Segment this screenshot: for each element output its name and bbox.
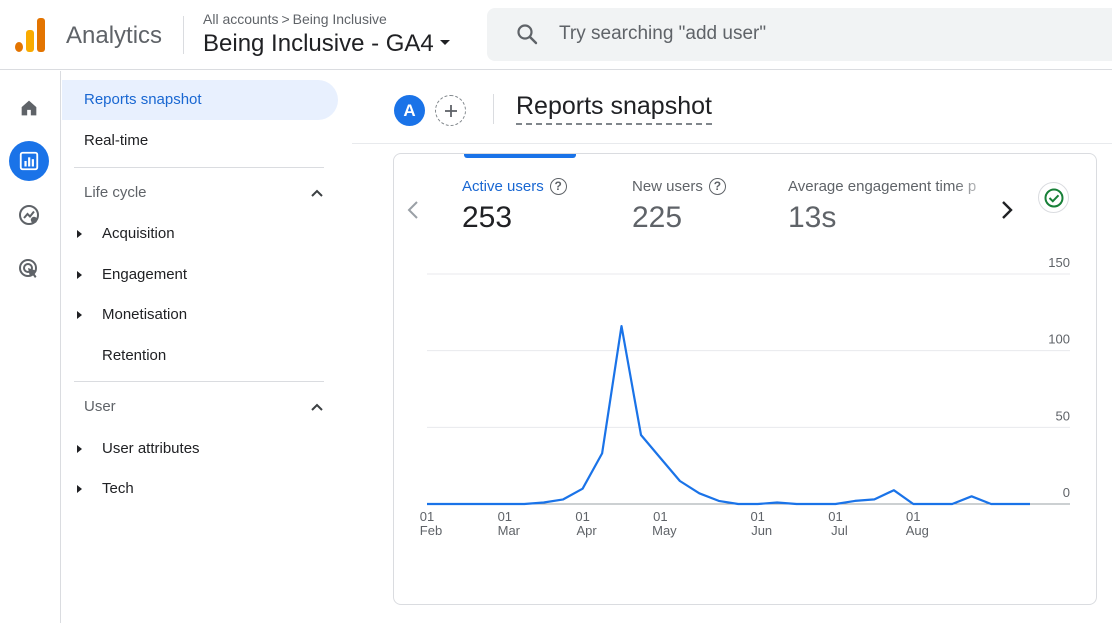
expand-arrow-icon [77,445,82,453]
search-bar[interactable] [487,8,1112,61]
breadcrumb[interactable]: All accounts > Being Inclusive [203,11,387,27]
help-icon[interactable]: ? [549,178,567,195]
check-circle-icon [1044,188,1063,207]
property-name: Being Inclusive - GA4 [203,30,434,57]
home-icon [21,100,37,116]
divider [74,381,324,382]
x-tick-label: 01 Mar [498,509,521,538]
metric-active-users[interactable]: Active users? 253 [462,178,567,235]
breadcrumb-root[interactable]: All accounts [203,11,279,27]
x-tick-label: 01 Apr [575,509,597,538]
page-header: A Reports snapshot [352,71,1112,144]
overflow-fade [954,174,994,234]
metric-new-users-value: 225 [632,201,683,234]
metric-avg-engagement-label: Average engagement time p [788,178,977,195]
dropdown-caret-icon [439,40,450,46]
divider [74,167,324,168]
help-icon[interactable]: ? [708,178,726,195]
left-rail [0,71,61,623]
add-comparison-button[interactable] [435,95,466,126]
y-tick-label: 150 [1048,255,1070,270]
rail-reports[interactable] [9,141,49,181]
metric-new-users-label: New users [632,178,703,195]
chevron-up-icon [311,403,323,411]
nav-realtime[interactable]: Real-time [84,132,149,149]
chevron-right-icon[interactable] [1000,199,1014,221]
nav-monetisation[interactable]: Monetisation [74,299,334,331]
metric-label: New users? [632,178,726,195]
expand-arrow-icon [77,271,82,279]
metric-active-users-value: 253 [462,201,513,234]
y-tick-label: 0 [1063,485,1070,500]
search-icon [517,24,538,45]
expand-arrow-icon [77,311,82,319]
top-bar: Analytics All accounts > Being Inclusive B… [0,0,1112,70]
nav-retention-label: Retention [102,347,167,364]
insights-status-button[interactable] [1038,182,1069,213]
rail-advertising[interactable] [9,249,49,289]
y-tick-label: 50 [1056,408,1070,423]
divider [493,94,494,124]
metric-new-users[interactable]: New users? 225 [632,178,726,235]
x-tick-label: 01 Aug [906,509,929,538]
expand-arrow-icon [77,230,82,238]
expand-arrow-icon [77,485,82,493]
nav-acquisition-label: Acquisition [102,225,175,242]
breadcrumb-account[interactable]: Being Inclusive [292,11,387,27]
search-input[interactable] [559,20,1079,48]
metric-active-users-label: Active users [462,178,544,195]
metric-avg-engagement-value: 13s [788,201,837,234]
explore-icon [19,205,39,225]
selected-tab-indicator [464,154,576,158]
rail-home[interactable] [9,88,49,128]
metric-label: Average engagement time p [788,178,993,195]
y-tick-label: 100 [1048,332,1070,347]
nav-engagement[interactable]: Engagement [74,259,334,291]
chevron-right-icon: > [281,11,290,27]
divider [183,16,184,54]
metric-label: Active users? [462,178,567,195]
property-selector[interactable]: Being Inclusive - GA4 [203,30,450,58]
section-user-label: User [84,398,116,415]
section-user[interactable]: User [84,392,324,422]
nav-monetisation-label: Monetisation [102,306,188,323]
side-nav: Reports snapshot Real-time Life cycle Ac… [62,71,352,623]
app-name: Analytics [66,22,163,49]
nav-tech[interactable]: Tech [74,473,334,505]
x-tick-label: 01 Feb [420,509,442,538]
nav-user-attributes-label: User attributes [102,440,200,457]
chevron-left-icon[interactable] [406,199,420,221]
page-title[interactable]: Reports snapshot [516,92,712,125]
metric-avg-engagement[interactable]: Average engagement time p 13s [788,178,993,235]
reports-icon [19,151,39,171]
series-line [427,325,1030,506]
section-lifecycle-label: Life cycle [84,184,147,201]
nav-user-attributes[interactable]: User attributes [74,433,334,465]
rail-explore[interactable] [9,195,49,235]
chevron-up-icon [311,189,323,197]
x-tick-label: 01 Jun [750,509,772,538]
comparison-avatar[interactable]: A [394,95,425,126]
active-users-chart: 0 50 100 150 01 Feb 01 Mar 01 Apr 01 May 01 Jun 01 Jul 0… [420,255,1070,538]
nav-retention[interactable]: Retention [74,340,334,372]
section-lifecycle[interactable]: Life cycle [84,178,324,208]
analytics-logo[interactable] [15,18,47,52]
x-tick-label: 01 Jul [828,509,848,538]
nav-engagement-label: Engagement [102,266,188,283]
nav-acquisition[interactable]: Acquisition [74,218,334,250]
metrics-card: Active users? 253 New users? 225 Average… [393,153,1097,605]
advertising-icon [19,259,37,278]
nav-tech-label: Tech [102,480,134,497]
nav-reports-snapshot[interactable]: Reports snapshot [62,80,338,120]
plus-icon [444,104,457,117]
x-tick-label: 01 May [652,509,677,538]
